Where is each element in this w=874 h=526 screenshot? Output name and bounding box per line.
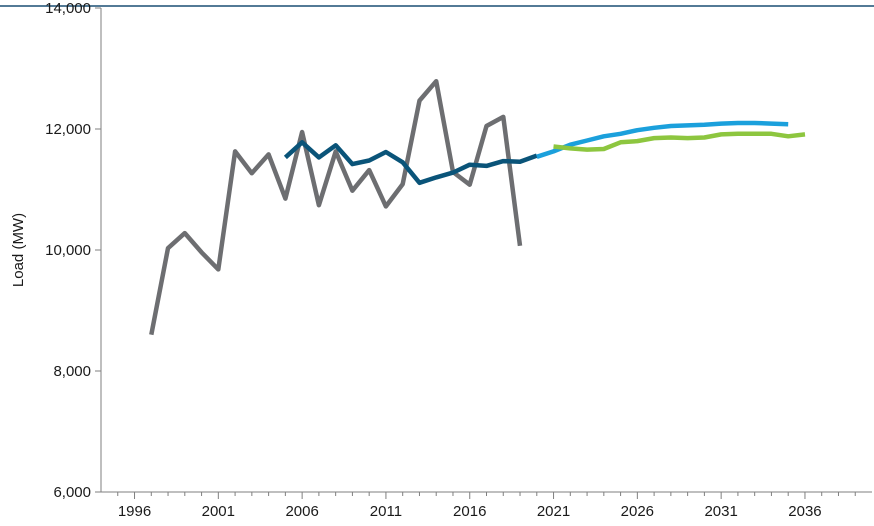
x-tick-label: 2021 — [537, 503, 570, 520]
series-line-1 — [149, 78, 523, 336]
x-tick-label: 2011 — [370, 503, 402, 520]
chart-axes: 6,000 8,000 10,000 12,000 14,000 1996 2001 2006… — [45, 0, 872, 520]
x-tick-label: 2001 — [202, 503, 235, 520]
y-axis-title: Load (MW) — [10, 213, 27, 287]
series-layer — [149, 78, 806, 336]
y-tick-label: 8,000 — [53, 363, 91, 380]
y-tick-label: 6,000 — [53, 484, 91, 501]
series-line-2 — [283, 140, 538, 186]
x-tick-label: 2006 — [285, 503, 318, 520]
series-line-3 — [536, 120, 789, 159]
y-tick-label: 12,000 — [45, 121, 91, 138]
x-tick-label: 1996 — [118, 503, 151, 520]
x-tick-label: 2031 — [704, 503, 737, 520]
series-line-4 — [553, 131, 806, 152]
x-tick-label: 2036 — [788, 503, 821, 520]
x-tick-label: 2016 — [453, 503, 486, 520]
y-tick-label: 14,000 — [45, 0, 91, 17]
x-tick-label: 2026 — [621, 503, 654, 520]
y-tick-label: 10,000 — [45, 242, 91, 259]
